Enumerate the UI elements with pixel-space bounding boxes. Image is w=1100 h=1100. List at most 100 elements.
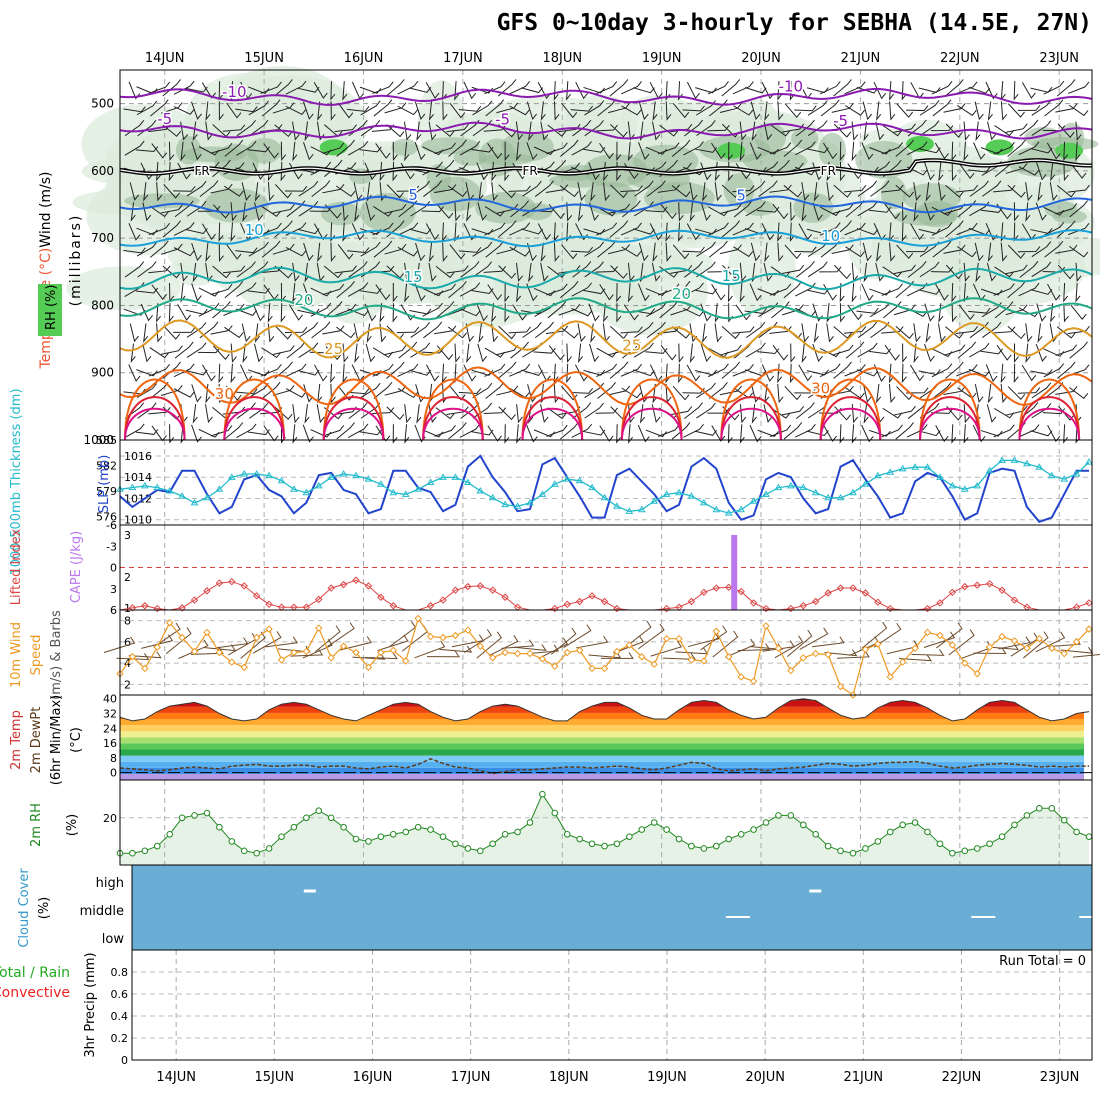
wind-barb [230, 222, 236, 243]
wind-barb [498, 406, 516, 421]
wind-barb [801, 182, 810, 202]
thickness-marker [712, 505, 721, 513]
wind-barb [458, 388, 482, 394]
wind-speed-marker [911, 644, 919, 652]
wind-barb [707, 363, 729, 378]
thickness-marker [526, 498, 534, 506]
wind-barb [317, 242, 323, 263]
wind-barb [638, 142, 650, 161]
wind-barb [1043, 80, 1065, 95]
wind-barb [637, 424, 650, 443]
wind-barb [769, 283, 792, 296]
wind-barb [924, 162, 935, 181]
wind-barb [180, 282, 186, 303]
wind-speed-marker [364, 663, 373, 672]
isotherm-label: -5 [833, 112, 848, 130]
wind-speed-marker [352, 648, 360, 657]
wind-barb [638, 242, 649, 262]
wind-speed-marker [165, 619, 174, 627]
wind-barb [733, 105, 754, 116]
wind-barb [498, 325, 516, 340]
wind-barb [504, 141, 510, 162]
wind-barb [222, 124, 246, 132]
wind-barb [1070, 304, 1087, 321]
lifted-index-tick-label: -6 [106, 519, 117, 532]
wind-barb [1007, 184, 1026, 198]
wind-barb [678, 363, 684, 384]
wind-barb [509, 81, 531, 95]
wind-barb [558, 303, 581, 316]
wind-barb [1035, 343, 1047, 362]
thickness-ylabel: 1000-500mb Thickness (dm) [9, 388, 24, 575]
wind-speed-marker [948, 641, 957, 649]
wind-barb [994, 125, 1014, 137]
wind-barb [317, 101, 323, 121]
wind-barb [409, 369, 432, 376]
wind-barb [686, 364, 701, 382]
wind-barb [447, 326, 468, 339]
wind-barb [739, 424, 745, 444]
wind-barb [348, 402, 368, 419]
rh2m-marker [998, 833, 1006, 840]
wind-barb [148, 222, 171, 236]
lifted-index-marker [451, 586, 460, 594]
wind-barb [1070, 163, 1087, 179]
wind-barb [609, 325, 628, 340]
wind-barb [951, 424, 957, 444]
rh-region [522, 202, 553, 221]
surface-wind-barb [103, 636, 136, 653]
wind-barb [434, 142, 456, 154]
wind-barb [683, 423, 704, 438]
boundary-isotherm [521, 407, 584, 441]
wind-barb [509, 222, 531, 236]
boundary-isotherm [819, 396, 882, 441]
wind-barb [1044, 99, 1064, 117]
wind-barb [702, 323, 708, 343]
thickness-marker [873, 471, 882, 479]
thickness-marker [277, 476, 286, 484]
wind-barb [658, 283, 680, 296]
wind-barb [459, 423, 481, 438]
wind-barb [335, 303, 357, 316]
surface-wind-barb [700, 625, 728, 651]
wind-speed-marker [513, 649, 522, 658]
wind-barb [616, 141, 622, 162]
wind-barb [761, 364, 775, 382]
wind-barb [248, 86, 270, 95]
wind-barb [230, 202, 237, 222]
wind-barb [392, 141, 398, 162]
wind-barb [781, 405, 805, 416]
lifted-index-marker [662, 604, 671, 613]
wind-barb [135, 429, 159, 435]
wind-barb [739, 141, 745, 162]
boundary-isotherm [720, 407, 782, 441]
wind-barb [191, 101, 202, 120]
bottom-day-label: 22JUN [942, 1070, 982, 1085]
wind-barb [621, 387, 642, 399]
wind-barb [801, 202, 807, 222]
wind-barb [1008, 103, 1025, 118]
rh2m-marker [924, 828, 931, 836]
wind-barb [303, 242, 314, 262]
wind-barb [335, 185, 356, 197]
rh2m-marker [166, 831, 173, 838]
wind-barb [608, 344, 631, 356]
wind-barb [347, 282, 369, 297]
rh-region [475, 191, 536, 224]
wind-barb [963, 424, 969, 444]
wind-barb [700, 303, 712, 322]
isotherm-line [119, 319, 1093, 359]
wind-barb [616, 282, 622, 303]
wind-barb [522, 180, 542, 197]
lifted-index-marker [240, 582, 248, 590]
cloud-gap [725, 916, 750, 918]
boundary-isotherm [322, 378, 385, 441]
wind-barb [834, 264, 852, 280]
wind-barb [242, 343, 248, 364]
wind-barb [861, 142, 874, 160]
wind-barb [963, 262, 970, 283]
wind-barb [856, 227, 879, 236]
wind-barb [985, 364, 998, 383]
wind-barb [425, 82, 440, 99]
wind-barb [1042, 266, 1066, 273]
